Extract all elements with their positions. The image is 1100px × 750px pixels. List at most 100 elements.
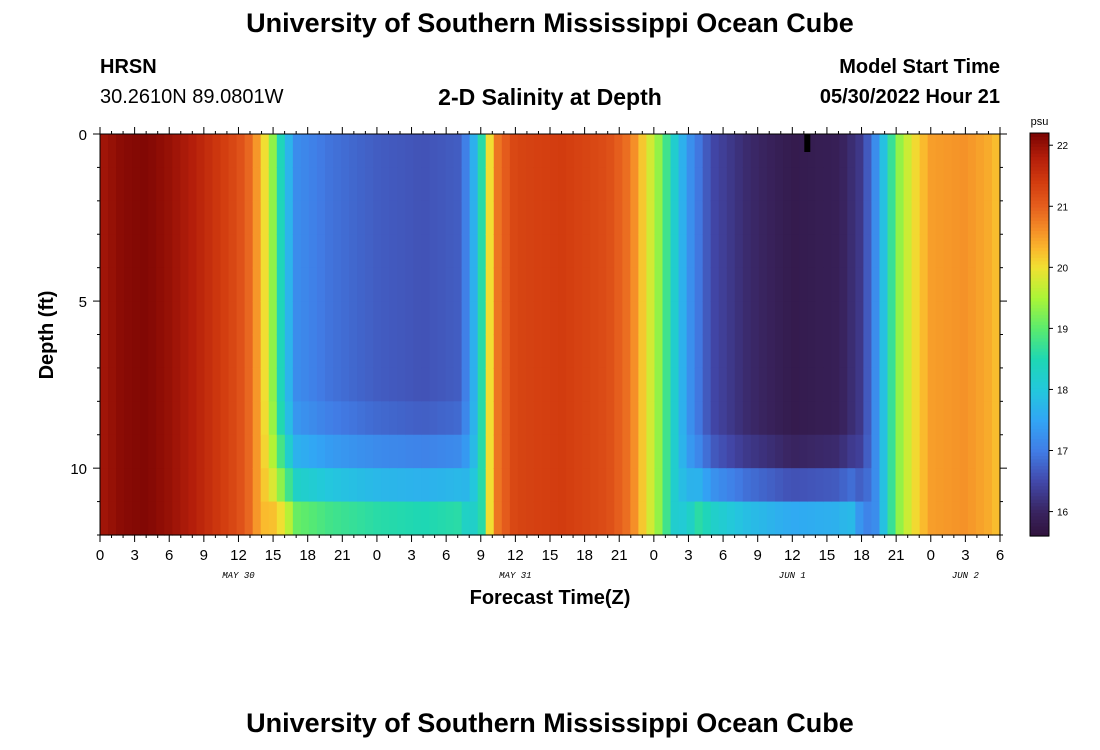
heatmap-cell [799,401,808,436]
heatmap-cell [341,401,350,436]
heatmap-cell [839,134,848,169]
heatmap-cell [927,134,937,169]
heatmap-cell [445,301,455,336]
colorbar-segment [1030,274,1049,279]
heatmap-cell [799,200,808,235]
heatmap-cell [252,501,262,536]
heatmap-cell [791,401,800,436]
heatmap-cell [349,234,358,269]
heatmap-cell [951,401,961,436]
colorbar-segment [1030,227,1049,231]
heatmap-cell [630,267,639,302]
heatmap-cell [670,401,680,436]
heatmap-cell [967,401,977,436]
heatmap-cell [807,301,816,336]
heatmap-cell [517,468,527,503]
heatmap-cell [911,134,921,169]
heatmap-cell [927,367,937,402]
heatmap-cell [357,468,366,503]
heatmap-cell [341,334,350,369]
heatmap-cell [919,401,929,436]
heatmap-cell [308,234,318,269]
heatmap-cell [196,134,206,169]
heatmap-cell [734,401,744,436]
heatmap-cell [525,301,535,336]
heatmap-cell [196,334,206,369]
heatmap-cell [863,401,873,436]
heatmap-cell [791,468,800,503]
colorbar-segment [1030,462,1049,467]
heatmap-cell [493,301,503,336]
heatmap-cell [927,234,937,269]
heatmap-cell [132,234,141,269]
heatmap-cell [236,167,246,202]
heatmap-cell [116,301,125,336]
heatmap-cell [333,267,342,302]
colorbar-segment [1030,368,1049,373]
heatmap-cell [116,367,125,402]
colorbar-segment [1030,149,1049,154]
heatmap-cell [244,267,254,302]
heatmap-cell [983,134,993,169]
heatmap-cell [397,267,406,302]
heatmap-cell [349,468,358,503]
heatmap-cell [292,200,302,235]
heatmap-cell [855,167,864,202]
heatmap-cell [879,401,889,436]
colorbar-segment [1030,284,1049,289]
x-tick-label: 6 [996,547,1004,564]
heatmap-cell [935,501,945,536]
colorbar-segment [1030,488,1049,493]
heatmap-cell [124,267,133,302]
colorbar-segment [1030,334,1049,339]
heatmap-cell [694,367,704,402]
heatmap-cell [622,134,631,169]
heatmap-cell [662,134,672,169]
heatmap-cell [501,200,511,235]
colorbar-segment [1030,398,1049,403]
heatmap-cell [855,334,864,369]
heatmap-cell [566,367,575,402]
colorbar-segment [1030,183,1049,188]
heatmap-cell [381,234,390,269]
heatmap-cell [991,401,1001,436]
heatmap-cell [654,401,664,436]
colorbar-segment [1030,169,1049,174]
heatmap-cell [437,234,447,269]
heatmap-cell [421,234,431,269]
heatmap-cell [614,367,623,402]
heatmap-cell [132,167,141,202]
heatmap-cell [333,468,342,503]
heatmap-cell [550,200,559,235]
x-date-label: JUN 2 [952,571,980,581]
heatmap-cell [517,401,527,436]
heatmap-cell [847,367,856,402]
heatmap-cell [276,134,286,169]
heatmap-cell [582,401,591,436]
heatmap-cell [943,501,953,536]
colorbar-segment [1030,431,1049,436]
colorbar-segment [1030,405,1049,409]
heatmap-cell [373,501,382,536]
heatmap-cell [726,134,736,169]
colorbar-segment [1030,186,1049,191]
colorbar-label: 17 [1057,447,1069,458]
colorbar-segment [1030,478,1049,483]
colorbar-segment [1030,247,1049,252]
colorbar-segment [1030,529,1049,534]
heatmap-cell [887,468,897,503]
heatmap-cell [148,234,157,269]
heatmap-cell [558,301,567,336]
heatmap-cell [815,434,824,469]
heatmap-cell [405,167,414,202]
heatmap-cell [389,234,398,269]
heatmap-cell [252,301,262,336]
heatmap-cell [855,367,864,402]
heatmap-cell [100,367,109,402]
colorbar-segment [1030,465,1049,470]
heatmap-cell [100,301,109,336]
x-tick-label: 3 [684,547,692,564]
heatmap-cell [598,234,607,269]
heatmap-cell [108,434,117,469]
heatmap-cell [606,434,615,469]
